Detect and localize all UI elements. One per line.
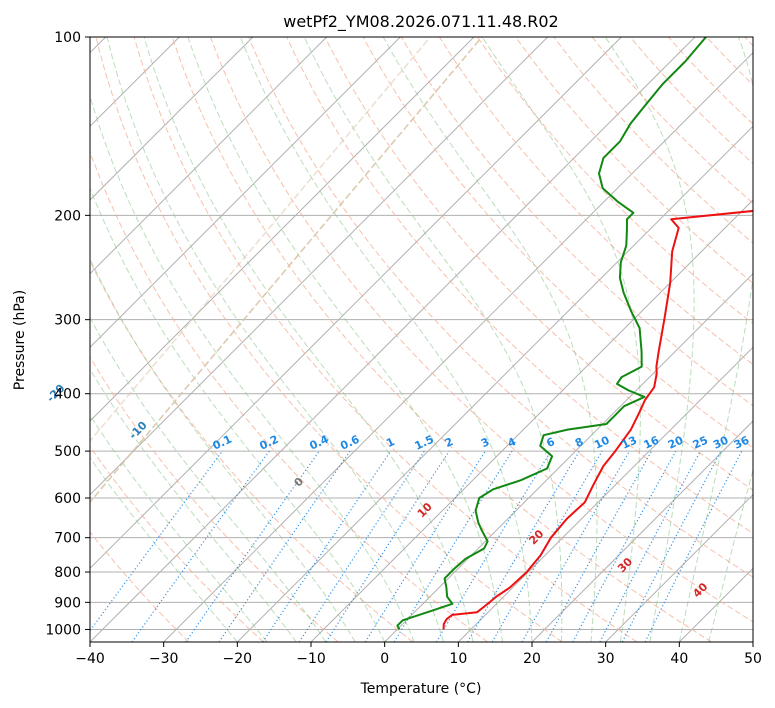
isotherm-line — [90, 37, 254, 201]
y-tick-label: 300 — [54, 313, 81, 329]
mixing-ratio-line — [621, 450, 722, 642]
moist-adiabat-line — [239, 37, 533, 642]
x-tick-label: 20 — [523, 651, 541, 667]
x-tick-label: −30 — [149, 651, 179, 667]
plot-frame — [89, 36, 754, 643]
mixing-ratio-line — [491, 450, 603, 642]
moist-adiabat-line — [90, 456, 238, 642]
mixing-ratio-line — [131, 450, 270, 642]
moist-adiabat-line — [303, 37, 563, 642]
mixing-ratio-label: 10 — [592, 433, 612, 451]
y-tick-label: 200 — [54, 208, 81, 224]
moist-adiabat-line — [678, 37, 753, 642]
isotherm-line — [384, 272, 753, 642]
chart-title: wetPf2_YM08.2026.071.11.48.R02 — [283, 12, 558, 32]
y-tick-label: 100 — [54, 30, 81, 46]
moist-adiabat-line — [187, 37, 503, 642]
isotherm-line — [90, 37, 622, 570]
isotherm-line — [236, 125, 753, 642]
moist-adiabat-line — [90, 186, 386, 642]
moist-adiabat-line — [708, 468, 753, 642]
moist-adiabat-line — [382, 37, 598, 642]
isotherm-line — [90, 37, 475, 422]
x-tick-label: 50 — [744, 651, 762, 667]
moist-adiabat-line — [604, 37, 695, 642]
moist-adiabat-line — [143, 37, 474, 642]
mixing-ratio-line — [262, 450, 392, 642]
dry-adiabat-line — [400, 37, 753, 407]
mixing-ratio-label: 25 — [691, 434, 710, 452]
dry-adiabat-line — [286, 37, 753, 534]
dry-adiabat-line — [90, 531, 190, 642]
dry-adiabat-line — [438, 37, 753, 366]
y-tick-label: 700 — [54, 531, 81, 547]
y-axis-title: Pressure (hPa) — [12, 290, 28, 390]
dry-adiabat-line — [210, 37, 753, 623]
y-tick-label: 1000 — [45, 622, 81, 638]
reference-curve-line — [90, 37, 483, 504]
mixing-ratio-label: 13 — [620, 434, 639, 452]
dry-adiabat-line — [248, 37, 753, 578]
sounding-traces — [396, 37, 753, 630]
mixing-ratio-line — [435, 450, 552, 642]
dry-adiabat-line — [90, 259, 414, 642]
dry-adiabat-line — [95, 37, 563, 642]
moist-adiabat-line — [90, 316, 327, 642]
dry-adiabat-line — [133, 37, 638, 642]
y-tick-label: 600 — [54, 491, 81, 507]
y-axis: 100 200 300 400 500 600 700 800 900 1000 — [45, 30, 90, 638]
x-axis-title: Temperature (°C) — [360, 681, 482, 697]
moist-adiabat-line — [90, 414, 268, 642]
mixing-ratio-label: 20 — [666, 433, 686, 451]
mixing-ratio-label: 36 — [732, 433, 752, 451]
moist-adiabat-line — [90, 257, 356, 642]
dry-adiabat-line — [324, 37, 753, 491]
dry-adiabat-line — [171, 37, 712, 642]
mixing-ratio-line — [599, 450, 702, 642]
y-tick-label: 800 — [54, 565, 81, 581]
mixing-ratio-label: 30 — [711, 433, 731, 451]
dry-adiabat-line — [362, 37, 753, 449]
moist-adiabat-line — [481, 37, 641, 642]
reference-curve-line — [90, 37, 431, 443]
moist-adiabat-line — [90, 368, 297, 642]
dewpoint-trace — [396, 37, 707, 630]
moist-adiabat-line — [106, 37, 445, 642]
isotherm-line — [163, 51, 753, 642]
mixing-ratio-line — [90, 450, 223, 632]
temperature-trace — [442, 209, 753, 630]
x-tick-label: 30 — [597, 651, 615, 667]
mixing-ratio-line — [466, 450, 580, 642]
isotherm-line — [605, 493, 753, 642]
isotherm-line — [90, 37, 696, 642]
y-tick-label: 900 — [54, 595, 81, 611]
x-axis: −40 −30 −20 −10 0 10 20 30 40 50 — [75, 642, 762, 667]
x-tick-label: −20 — [223, 651, 253, 667]
y-tick-label: 500 — [54, 444, 81, 460]
background-lines — [90, 37, 753, 642]
mixing-ratio-line — [218, 450, 351, 642]
x-tick-label: 10 — [449, 651, 467, 667]
dry-adiabat-line — [90, 356, 339, 642]
mixing-ratio-line — [644, 450, 743, 642]
plot-background — [90, 37, 753, 642]
isotherm-line — [90, 37, 328, 275]
isotherm-line — [90, 37, 401, 349]
mixing-ratio-label: 16 — [642, 433, 662, 451]
x-tick-label: −10 — [296, 651, 326, 667]
y-tick-label: 400 — [54, 387, 81, 403]
x-tick-label: 40 — [670, 651, 688, 667]
x-tick-label: 0 — [380, 651, 389, 667]
x-tick-label: −40 — [75, 651, 105, 667]
